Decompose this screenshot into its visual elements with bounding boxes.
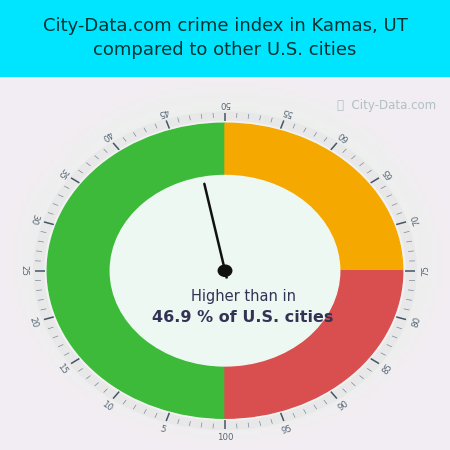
Text: 46.9 % of U.S. cities: 46.9 % of U.S. cities xyxy=(152,310,334,325)
Text: 60: 60 xyxy=(336,129,351,143)
Wedge shape xyxy=(225,271,403,418)
Text: 15: 15 xyxy=(55,362,69,376)
Text: 50: 50 xyxy=(220,99,230,108)
Text: 90: 90 xyxy=(336,399,350,413)
Text: 95: 95 xyxy=(281,423,294,436)
Circle shape xyxy=(45,122,405,420)
Text: 65: 65 xyxy=(381,166,395,180)
Text: 80: 80 xyxy=(410,316,422,329)
Text: 85: 85 xyxy=(381,362,395,376)
Text: 5: 5 xyxy=(159,424,167,435)
Text: 45: 45 xyxy=(156,106,170,118)
Wedge shape xyxy=(225,123,403,271)
Text: ⓘ  City-Data.com: ⓘ City-Data.com xyxy=(338,99,436,112)
Text: Higher than in: Higher than in xyxy=(190,289,296,304)
Circle shape xyxy=(47,123,403,418)
Text: 40: 40 xyxy=(99,129,114,143)
Text: 70: 70 xyxy=(410,212,422,226)
Circle shape xyxy=(218,265,232,276)
Wedge shape xyxy=(47,123,225,418)
Text: 100: 100 xyxy=(217,433,233,442)
Text: 30: 30 xyxy=(28,212,40,226)
Circle shape xyxy=(110,176,340,366)
Text: 55: 55 xyxy=(280,106,294,118)
Text: 75: 75 xyxy=(422,265,431,276)
Text: 35: 35 xyxy=(55,166,69,180)
Text: 10: 10 xyxy=(99,399,114,413)
Circle shape xyxy=(34,112,416,429)
Text: 25: 25 xyxy=(19,265,28,276)
Text: City-Data.com crime index in Kamas, UT
compared to other U.S. cities: City-Data.com crime index in Kamas, UT c… xyxy=(43,18,407,59)
Text: 20: 20 xyxy=(28,316,40,329)
